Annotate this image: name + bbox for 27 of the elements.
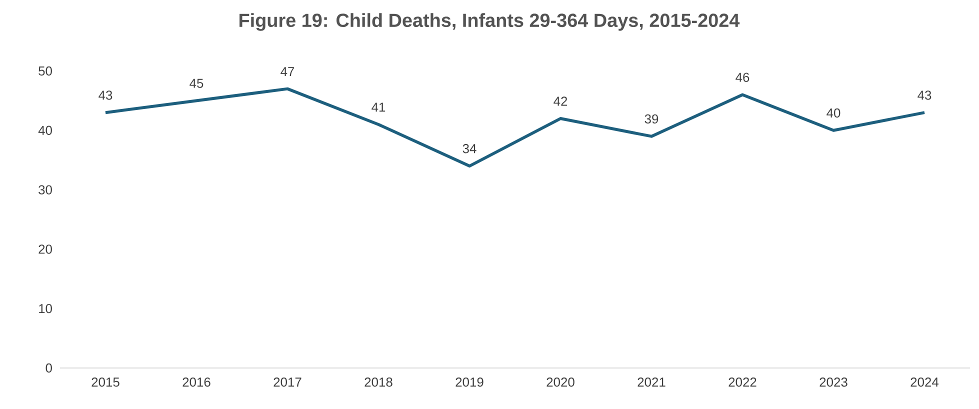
data-label: 42 xyxy=(554,96,568,106)
x-tick-label: 2017 xyxy=(274,378,302,387)
data-label: 45 xyxy=(190,78,204,88)
x-tick-label: 2020 xyxy=(546,378,574,387)
y-tick-label: 50 xyxy=(38,66,52,76)
chart-title: Figure 19: Child Deaths, Infants 29-364 Days, 2015-2024 xyxy=(240,13,740,31)
x-tick-label: 2016 xyxy=(182,378,210,387)
data-label: 43 xyxy=(918,90,932,100)
x-tick-label: 2022 xyxy=(728,378,756,387)
data-label: 46 xyxy=(736,72,750,82)
data-label: 34 xyxy=(462,144,476,154)
x-tick-label: 2024 xyxy=(910,378,939,387)
y-tick-label: 20 xyxy=(38,244,52,254)
x-tick-label: 2023 xyxy=(820,378,848,387)
data-label: 39 xyxy=(644,114,658,124)
x-tick-label: 2018 xyxy=(364,378,392,387)
data-label: 47 xyxy=(280,67,294,76)
x-tick-label: 2019 xyxy=(456,378,484,387)
data-label: 40 xyxy=(826,108,840,118)
y-tick-label: 10 xyxy=(39,304,52,314)
data-label: 43 xyxy=(98,90,112,100)
y-tick-label: 30 xyxy=(38,185,52,194)
data-label: 41 xyxy=(372,102,386,112)
x-tick-label: 2021 xyxy=(638,378,666,387)
x-tick-label: 2015 xyxy=(92,378,120,387)
y-tick-label: 0 xyxy=(46,363,52,373)
y-tick-label: 40 xyxy=(38,126,52,135)
